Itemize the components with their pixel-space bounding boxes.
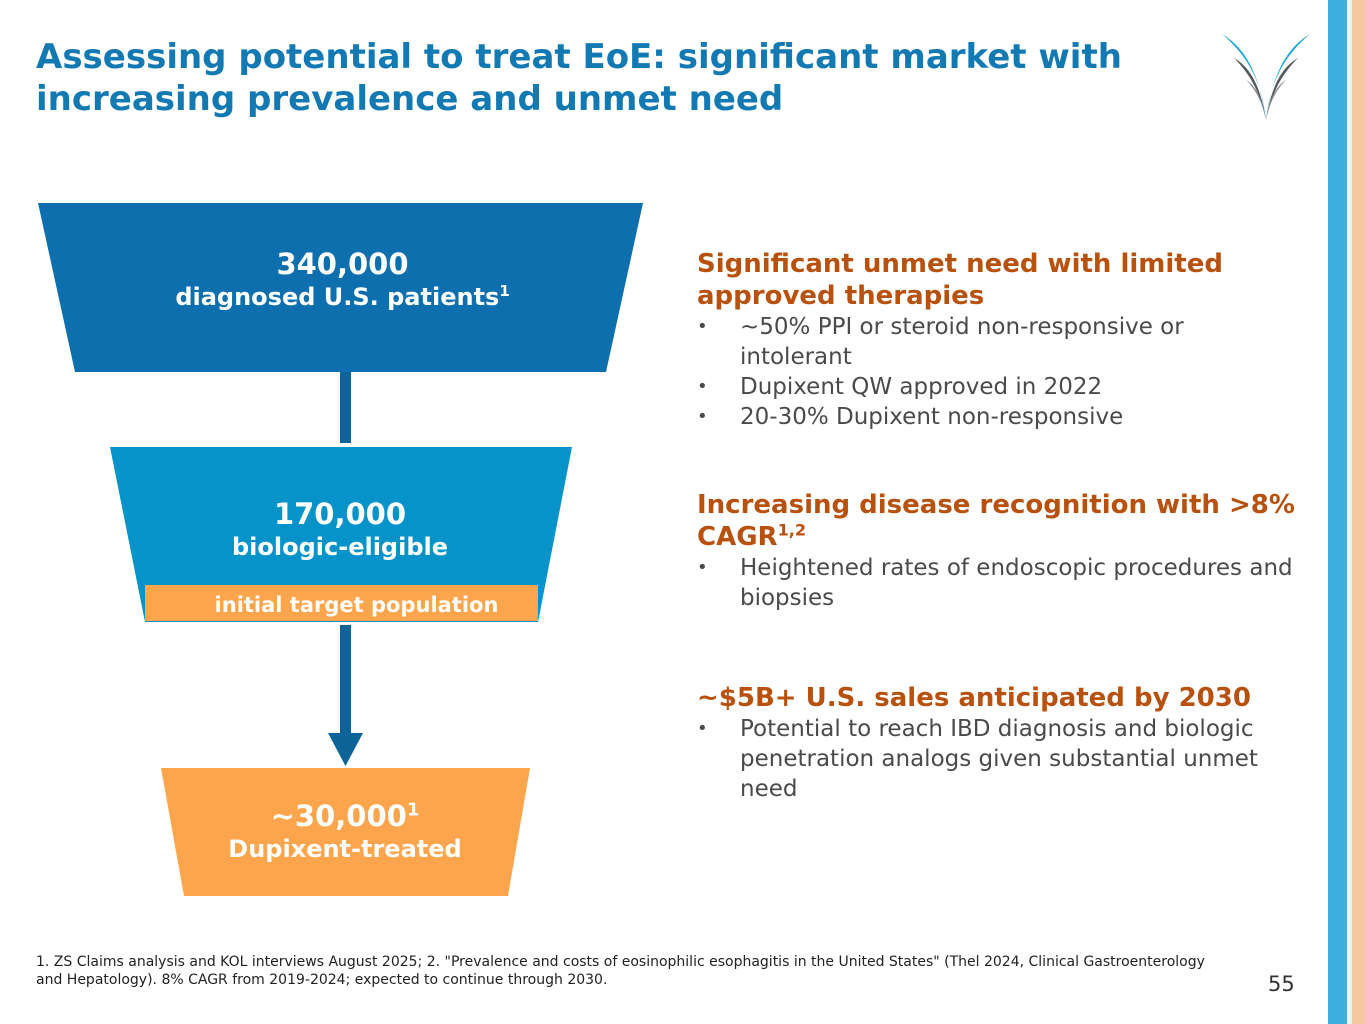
connector-line	[340, 372, 351, 443]
funnel-stage-1	[38, 203, 643, 372]
page-number: 55	[1268, 972, 1295, 996]
accent-stripe-blue	[1328, 0, 1347, 1024]
section-unmet-need: Significant unmet need with limited appr…	[697, 248, 1297, 432]
patient-funnel	[38, 203, 643, 896]
section-sales-forecast: ~$5B+ U.S. sales anticipated by 2030 • Po…	[697, 682, 1297, 804]
stage-2-value: 170,000	[273, 497, 407, 531]
bullet-icon: •	[697, 557, 708, 578]
footnote: 1. ZS Claims analysis and KOL interviews…	[36, 954, 1205, 988]
section-title: ~$5B+ U.S. sales anticipated by 2030	[697, 683, 1251, 713]
list-item: • ~50% PPI or steroid non-responsive or i…	[697, 314, 1184, 370]
bullet-icon: •	[697, 406, 708, 427]
stage-1-label: diagnosed U.S. patients1	[175, 282, 510, 311]
bullet-list: • Potential to reach IBD diagnosis and bi…	[697, 714, 1297, 804]
bullet-icon: •	[697, 718, 708, 739]
list-item: • 20-30% Dupixent non-responsive	[697, 404, 1124, 430]
bullet-icon: •	[697, 316, 708, 337]
bullet-list: • ~50% PPI or steroid non-responsive or i…	[697, 312, 1297, 432]
initial-target-population-bar: initial target population	[145, 585, 538, 621]
company-logo-icon	[1222, 34, 1310, 120]
bullet-icon: •	[697, 376, 708, 397]
stage-3-text: ~30,0001 Dupixent-treated	[170, 798, 520, 864]
page-title: Assessing potential to treat EoE: signif…	[36, 37, 1122, 119]
arrow-shaft	[340, 625, 351, 737]
stage-2-label: biologic-eligible	[231, 533, 449, 561]
section-title: Increasing disease recognition with >8% …	[697, 490, 1295, 552]
list-item: • Potential to reach IBD diagnosis and bi…	[697, 716, 1258, 802]
stage-1-value: 340,000	[276, 247, 409, 281]
list-item: • Dupixent QW approved in 2022	[697, 374, 1103, 400]
stage-1-text: 340,000 diagnosed U.S. patients1	[60, 246, 625, 312]
accent-stripe-peach	[1352, 0, 1365, 1024]
arrow-head-icon	[328, 733, 363, 766]
accent-stripe-light	[1347, 0, 1352, 1024]
funnel-stage-3	[161, 768, 530, 896]
section-disease-recognition: Increasing disease recognition with >8% …	[697, 489, 1297, 613]
funnel-stage-2	[110, 447, 572, 622]
stage-2-text: 170,000 biologic-eligible	[120, 496, 560, 562]
list-item: • Heightened rates of endoscopic procedur…	[697, 555, 1293, 611]
stage-3-value: ~30,0001	[270, 799, 420, 833]
stage-3-label: Dupixent-treated	[228, 835, 462, 863]
bullet-list: • Heightened rates of endoscopic procedur…	[697, 553, 1297, 613]
section-title: Significant unmet need with limited appr…	[697, 249, 1223, 311]
